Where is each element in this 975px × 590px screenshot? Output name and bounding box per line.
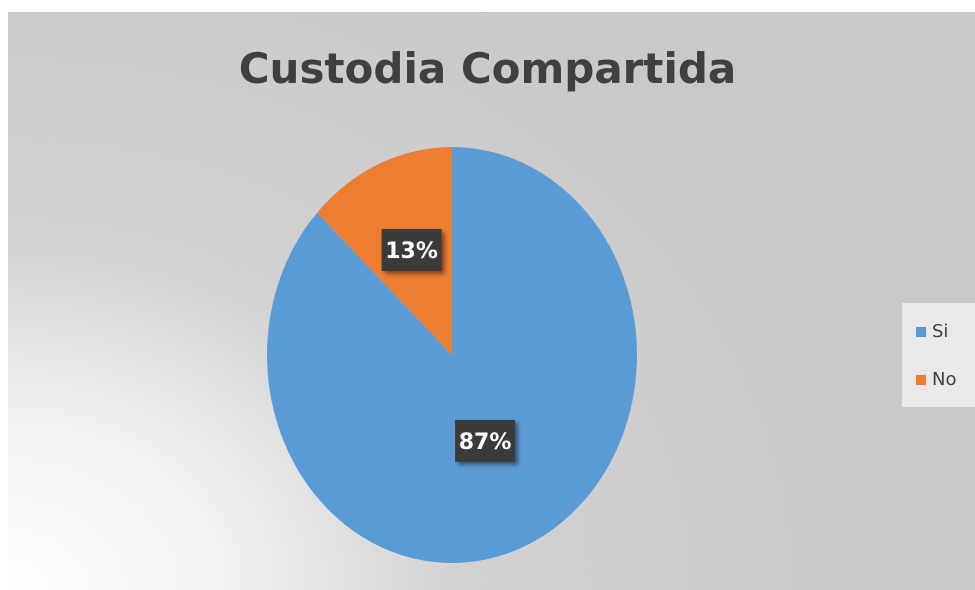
data-label-box — [455, 419, 516, 462]
data-label-si: 87% — [455, 419, 516, 462]
legend-label-no: No — [932, 369, 957, 390]
legend-label-si: Si — [932, 321, 949, 342]
data-label-box — [381, 229, 442, 272]
legend: Si No — [902, 303, 975, 407]
legend-item-si: Si — [916, 321, 948, 342]
legend-swatch-no — [916, 374, 926, 385]
data-label-text: 13% — [385, 239, 438, 264]
legend-swatch-si — [916, 326, 926, 337]
data-label-no: 13% — [381, 229, 442, 272]
chart-title: Custodia Compartida — [238, 44, 737, 93]
legend-item-no: No — [916, 369, 956, 390]
pie-slice-si — [266, 147, 637, 564]
data-label-text: 87% — [459, 430, 512, 455]
